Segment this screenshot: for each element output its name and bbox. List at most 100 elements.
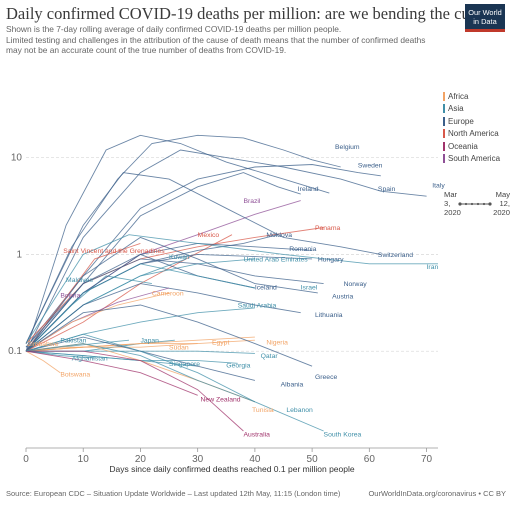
legend-item-north-america[interactable]: North America: [443, 128, 511, 141]
series-label-brazil: Brazil: [243, 198, 260, 205]
chart-gridlines: [26, 157, 438, 352]
series-label-maldives: Maldives: [66, 277, 93, 284]
chart-subtitle: Shown is the 7-day rolling average of da…: [6, 24, 461, 56]
legend-label: Oceania: [448, 141, 478, 151]
series-label-egypt: Egypt: [212, 339, 229, 346]
series-label-afghanistan: Afghanistan: [72, 356, 108, 363]
x-tick-label: 40: [249, 454, 261, 465]
series-label-switzerland: Switzerland: [378, 252, 413, 259]
legend-swatch: [443, 91, 445, 101]
series-label-iceland: Iceland: [255, 285, 277, 292]
timeline-end-handle[interactable]: [488, 201, 492, 206]
series-label-zimbabwe: Zimbabwe: [27, 341, 59, 348]
series-line-sweden[interactable]: [25, 164, 381, 348]
x-tick-label: 30: [192, 454, 204, 465]
series-line-australia[interactable]: [26, 350, 244, 432]
legend-swatch: [443, 116, 445, 126]
series-label-iran: Iran: [427, 264, 439, 271]
chart-title: Daily confirmed COVID-19 deaths per mill…: [6, 4, 499, 23]
legend-swatch: [443, 141, 445, 151]
x-tick-label: 70: [421, 454, 433, 465]
series-label-moldova: Moldova: [266, 232, 292, 239]
series-line-georgia[interactable]: [25, 350, 238, 364]
timeline-start-day: 3,: [444, 199, 451, 208]
legend-item-europe[interactable]: Europe: [443, 115, 511, 128]
chart-series: [25, 134, 438, 432]
series-line-south-korea[interactable]: [25, 333, 324, 432]
owid-logo[interactable]: Our World in Data: [465, 4, 505, 32]
series-label-lithuania: Lithuania: [315, 312, 343, 319]
credit-link[interactable]: OurWorldInData.org/coronavirus • CC BY: [368, 489, 506, 498]
series-line-kuwait[interactable]: [25, 258, 187, 352]
series-label-qatar: Qatar: [261, 353, 279, 360]
series-line-switzerland[interactable]: [25, 172, 381, 344]
series-line-panama[interactable]: [25, 227, 324, 344]
series-label-tunisia: Tunisia: [252, 407, 274, 414]
legend-swatch: [443, 104, 445, 114]
series-label-lebanon: Lebanon: [286, 407, 313, 414]
series-line-italy[interactable]: [25, 149, 427, 352]
series-line-norway[interactable]: [25, 258, 324, 352]
series-label-ireland: Ireland: [298, 186, 319, 193]
series-label-georgia: Georgia: [226, 363, 250, 370]
y-tick-label: 10: [11, 153, 23, 164]
x-tick-label: 0: [23, 454, 29, 465]
legend-item-south-america[interactable]: South America: [443, 153, 511, 166]
subtitle-line-1: Shown is the 7-day rolling average of da…: [6, 24, 342, 34]
y-tick-label: 1: [16, 249, 22, 260]
series-label-saint-vincent-and-the-grenadines: Saint Vincent and the Grenadines: [63, 248, 165, 255]
logo-line-1: Our World: [468, 8, 502, 17]
series-label-south-korea: South Korea: [324, 431, 362, 438]
series-line-singapore[interactable]: [25, 350, 198, 367]
series-line-spain[interactable]: [25, 134, 330, 352]
subtitle-line-3: may not be an accurate count of the true…: [6, 45, 287, 56]
subtitle-line-2: Limited testing and challenges in the at…: [6, 34, 426, 45]
timeline-end-year: 2020: [493, 208, 510, 217]
series-label-cameroon: Cameroon: [152, 290, 184, 297]
y-tick-label: 0.1: [8, 346, 22, 357]
series-label-albania: Albania: [281, 381, 304, 388]
series-label-australia: Australia: [243, 431, 270, 438]
legend-label: Asia: [448, 104, 464, 114]
legend-item-oceania[interactable]: Oceania: [443, 140, 511, 153]
series-line-austria[interactable]: [25, 236, 318, 352]
legend-item-africa[interactable]: Africa: [443, 90, 511, 103]
x-tick-label: 50: [307, 454, 319, 465]
series-label-united-arab-emirates: United Arab Emirates: [243, 256, 308, 263]
legend-label: Africa: [448, 91, 469, 101]
series-label-saudi-arabia: Saudi Arabia: [238, 303, 277, 310]
timeline-end-month: May: [495, 190, 510, 199]
series-label-japan: Japan: [140, 338, 159, 345]
series-label-mexico: Mexico: [198, 232, 220, 239]
series-line-cameroon[interactable]: [25, 292, 170, 352]
legend-swatch: [443, 129, 445, 139]
time-range-control[interactable]: Mar May 3, 12, 2020 2020: [444, 190, 510, 217]
x-tick-label: 20: [135, 454, 147, 465]
legend-label: North America: [448, 129, 499, 139]
series-line-belgium[interactable]: [25, 134, 341, 344]
region-legend: Africa Asia Europe North America Oceania…: [443, 90, 511, 165]
series-line-nigeria[interactable]: [25, 339, 255, 352]
series-line-iran[interactable]: [25, 234, 438, 344]
series-line-israel[interactable]: [25, 263, 255, 352]
timeline-end-day: 12,: [499, 199, 510, 208]
series-label-panama: Panama: [315, 225, 341, 232]
x-tick-label: 10: [78, 454, 90, 465]
series-line-greece[interactable]: [25, 304, 313, 367]
series-label-belgium: Belgium: [335, 144, 360, 151]
series-line-new-zealand[interactable]: [25, 350, 198, 396]
timeline-slider-track[interactable]: [458, 200, 492, 208]
series-label-pakistan: Pakistan: [60, 338, 86, 345]
series-label-austria: Austria: [332, 294, 353, 301]
series-line-lebanon[interactable]: [25, 343, 256, 403]
series-label-nigeria: Nigeria: [266, 339, 288, 346]
logo-line-2: in Data: [473, 17, 497, 26]
chart-series-labels: Belgium Sweden Ireland Spain Italy Brazil Pana…: [27, 144, 445, 438]
series-label-kuwait: Kuwait: [169, 254, 190, 261]
legend-swatch: [443, 154, 445, 164]
timeline-start-month: Mar: [444, 190, 458, 199]
legend-item-asia[interactable]: Asia: [443, 103, 511, 116]
series-line-botswana[interactable]: [25, 350, 61, 374]
timeline-start-handle[interactable]: [458, 201, 462, 206]
